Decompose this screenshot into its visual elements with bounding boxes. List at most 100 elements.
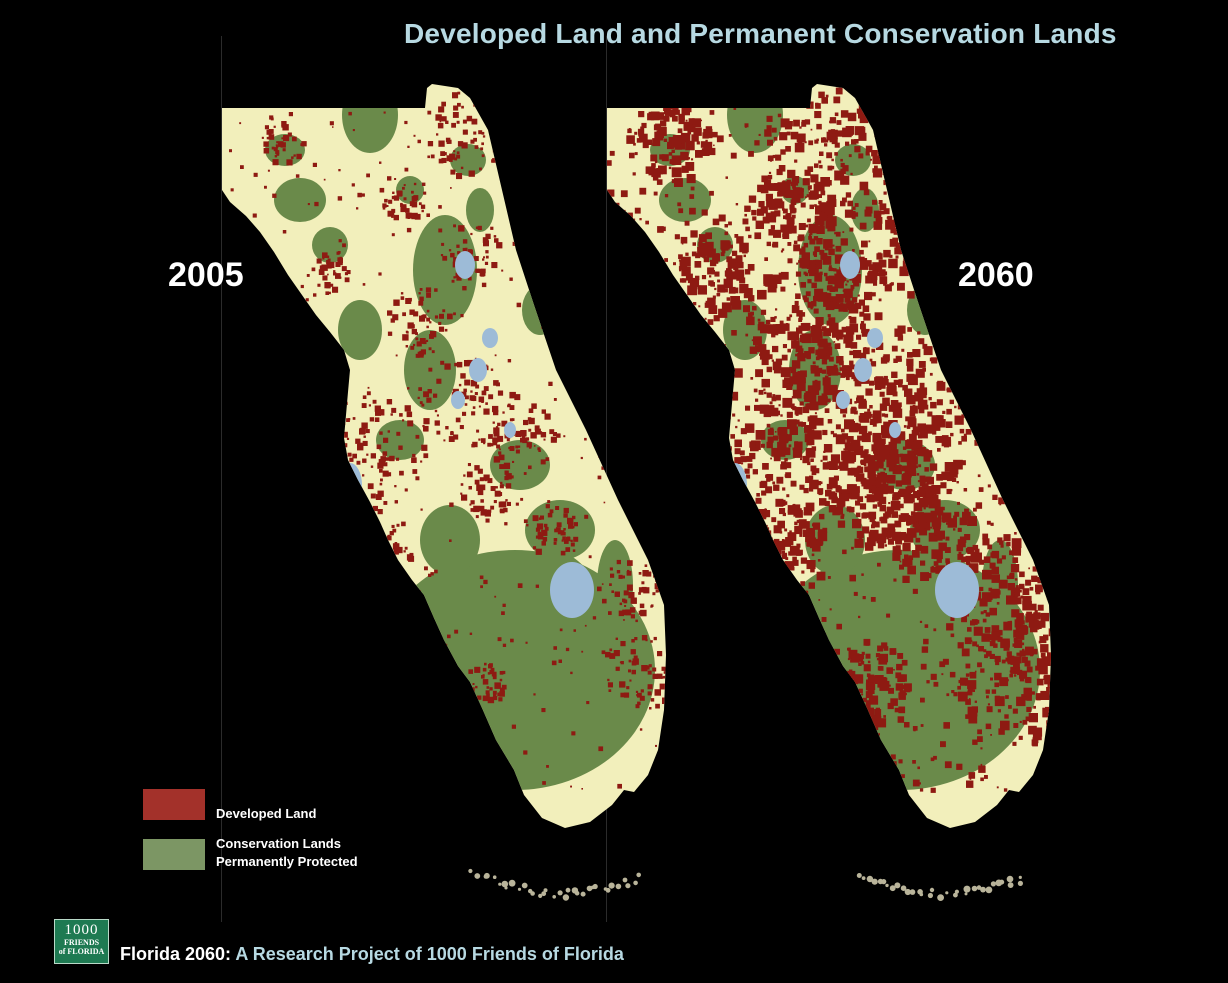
developed-patch bbox=[895, 355, 902, 362]
lake bbox=[564, 346, 576, 374]
developed-patch bbox=[243, 260, 248, 264]
developed-patch bbox=[1005, 157, 1011, 163]
developed-patch bbox=[812, 522, 821, 530]
developed-patch bbox=[438, 106, 445, 113]
lake bbox=[889, 422, 901, 438]
developed-patch bbox=[716, 541, 720, 545]
developed-patch bbox=[453, 105, 459, 111]
developed-patch bbox=[937, 448, 941, 452]
developed-patch bbox=[483, 408, 490, 415]
developed-patch bbox=[925, 485, 932, 492]
developed-patch bbox=[872, 504, 877, 509]
developed-patch bbox=[1045, 519, 1051, 526]
developed-patch bbox=[712, 218, 720, 226]
developed-patch bbox=[448, 436, 455, 442]
developed-patch bbox=[705, 501, 710, 505]
developed-patch bbox=[471, 443, 475, 448]
developed-patch bbox=[977, 736, 983, 742]
developed-patch bbox=[931, 415, 942, 426]
developed-patch bbox=[784, 474, 788, 478]
florida-keys-island bbox=[866, 875, 874, 883]
developed-patch bbox=[774, 431, 777, 433]
developed-patch bbox=[431, 350, 435, 354]
developed-patch bbox=[593, 291, 598, 296]
developed-patch bbox=[671, 179, 676, 184]
developed-patch bbox=[792, 214, 796, 219]
developed-patch bbox=[834, 170, 845, 181]
developed-patch bbox=[819, 164, 823, 169]
developed-patch bbox=[793, 240, 798, 245]
developed-patch bbox=[543, 523, 548, 528]
developed-patch bbox=[584, 624, 587, 627]
developed-patch bbox=[882, 167, 891, 176]
developed-patch bbox=[714, 287, 717, 291]
developed-patch bbox=[893, 183, 898, 187]
developed-patch bbox=[470, 500, 475, 505]
developed-patch bbox=[635, 704, 640, 709]
developed-patch bbox=[806, 528, 815, 537]
developed-patch bbox=[475, 226, 479, 229]
developed-patch bbox=[878, 124, 882, 128]
developed-patch bbox=[869, 358, 873, 362]
developed-patch bbox=[1026, 391, 1029, 394]
developed-patch bbox=[613, 306, 615, 308]
developed-patch bbox=[735, 574, 743, 582]
developed-patch bbox=[673, 464, 680, 472]
developed-patch bbox=[650, 604, 654, 607]
developed-patch bbox=[1036, 294, 1041, 299]
developed-patch bbox=[548, 381, 553, 386]
developed-patch bbox=[378, 587, 385, 594]
developed-patch bbox=[423, 418, 430, 425]
developed-patch bbox=[1015, 505, 1022, 511]
developed-patch bbox=[492, 440, 498, 446]
developed-patch bbox=[644, 315, 651, 321]
developed-patch bbox=[544, 413, 551, 420]
developed-patch bbox=[994, 672, 1002, 681]
developed-patch bbox=[1012, 543, 1022, 553]
developed-patch bbox=[941, 512, 952, 523]
developed-patch bbox=[640, 689, 644, 693]
developed-patch bbox=[232, 344, 238, 349]
developed-patch bbox=[690, 507, 697, 514]
developed-patch bbox=[643, 355, 650, 362]
developed-patch bbox=[920, 111, 924, 116]
developed-patch bbox=[907, 352, 913, 358]
developed-patch bbox=[268, 134, 275, 140]
developed-patch bbox=[785, 186, 791, 193]
developed-patch bbox=[804, 169, 811, 176]
developed-patch bbox=[1016, 696, 1026, 707]
developed-patch bbox=[936, 557, 942, 563]
developed-patch bbox=[539, 431, 543, 434]
developed-patch bbox=[800, 188, 804, 192]
developed-patch bbox=[796, 133, 806, 143]
developed-patch bbox=[437, 761, 441, 765]
developed-patch bbox=[1035, 665, 1041, 671]
developed-patch bbox=[454, 362, 458, 367]
developed-patch bbox=[645, 264, 653, 272]
developed-patch bbox=[908, 213, 914, 219]
developed-patch bbox=[331, 739, 336, 744]
developed-patch bbox=[324, 691, 327, 694]
developed-patch bbox=[382, 203, 387, 208]
developed-patch bbox=[892, 70, 899, 76]
developed-patch bbox=[504, 522, 508, 526]
developed-patch bbox=[440, 254, 444, 257]
developed-patch bbox=[567, 517, 574, 525]
developed-patch bbox=[240, 165, 244, 169]
developed-patch bbox=[813, 236, 819, 241]
developed-patch bbox=[928, 115, 932, 119]
developed-patch bbox=[687, 280, 691, 284]
developed-patch bbox=[972, 421, 976, 424]
developed-patch bbox=[1054, 386, 1060, 392]
developed-patch bbox=[1016, 136, 1021, 141]
developed-patch bbox=[597, 586, 602, 592]
developed-patch bbox=[808, 236, 812, 240]
developed-patch bbox=[734, 682, 740, 688]
developed-patch bbox=[222, 646, 224, 649]
developed-patch bbox=[752, 216, 757, 221]
developed-patch bbox=[627, 560, 633, 566]
developed-patch bbox=[742, 590, 748, 597]
developed-patch bbox=[651, 163, 656, 168]
developed-patch bbox=[648, 412, 652, 416]
developed-patch bbox=[664, 442, 671, 449]
